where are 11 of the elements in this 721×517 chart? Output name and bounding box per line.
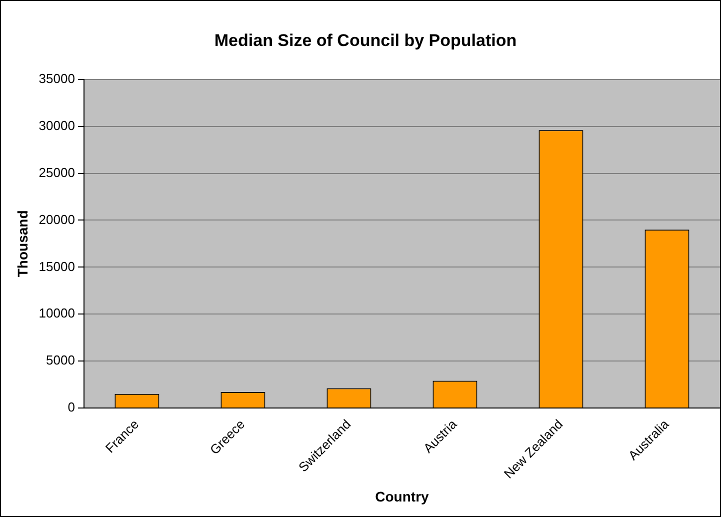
y-tick-label: 10000 <box>38 306 75 321</box>
y-tick-label: 0 <box>68 400 75 415</box>
y-tick-label: 25000 <box>38 164 75 180</box>
y-tick-label: 15000 <box>38 258 75 274</box>
y-tick-label: 20000 <box>38 212 75 227</box>
x-axis-title: Country <box>375 488 430 504</box>
y-tick-label: 35000 <box>38 70 75 86</box>
chart-title: Median Size of Council by Population <box>214 30 517 50</box>
y-tick-label: 5000 <box>46 352 75 368</box>
y-axis-title: Thousand <box>14 210 30 278</box>
y-tick-label: 30000 <box>38 118 75 133</box>
